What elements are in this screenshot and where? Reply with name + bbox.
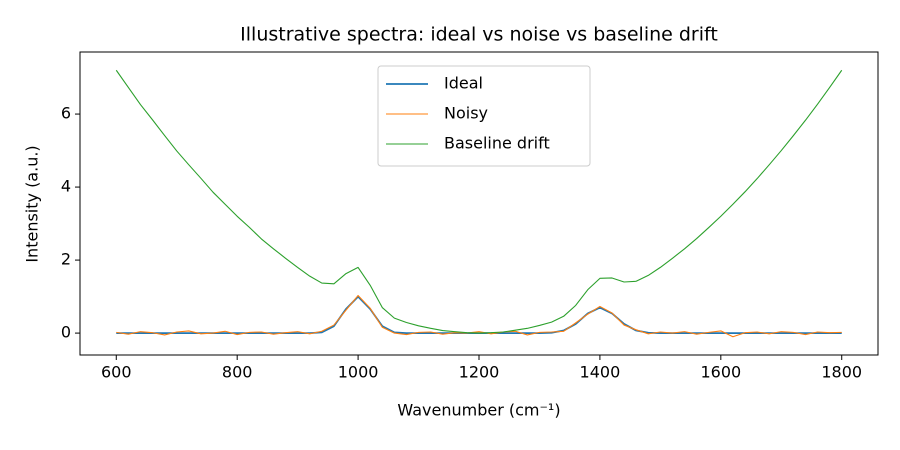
- chart-title: Illustrative spectra: ideal vs noise vs …: [240, 24, 718, 46]
- plot-frame: [79, 51, 879, 356]
- x-tick-label: 1200: [459, 363, 500, 382]
- legend-label: Baseline drift: [444, 134, 550, 153]
- series-line: [115, 69, 843, 334]
- x-tick-label: 1400: [580, 363, 621, 382]
- legend-label: Noisy: [444, 104, 488, 123]
- x-tick-label: 1000: [338, 363, 379, 382]
- x-tick-label: 800: [222, 363, 253, 382]
- x-tick-label: 1800: [821, 363, 862, 382]
- legend-box: [377, 65, 591, 167]
- y-tick-label: 0: [61, 323, 71, 342]
- x-tick-label: 1600: [700, 363, 741, 382]
- y-axis-label: Intensity (a.u.): [23, 145, 42, 262]
- x-axis-label: Wavenumber (cm⁻¹): [397, 401, 560, 420]
- y-tick-label: 6: [61, 104, 71, 123]
- series-line: [116, 295, 842, 334]
- x-tick-label: 600: [101, 363, 132, 382]
- series-line: [116, 294, 842, 338]
- y-tick-label: 2: [61, 250, 71, 269]
- y-tick-label: 4: [61, 177, 71, 196]
- legend-label: Ideal: [444, 74, 483, 93]
